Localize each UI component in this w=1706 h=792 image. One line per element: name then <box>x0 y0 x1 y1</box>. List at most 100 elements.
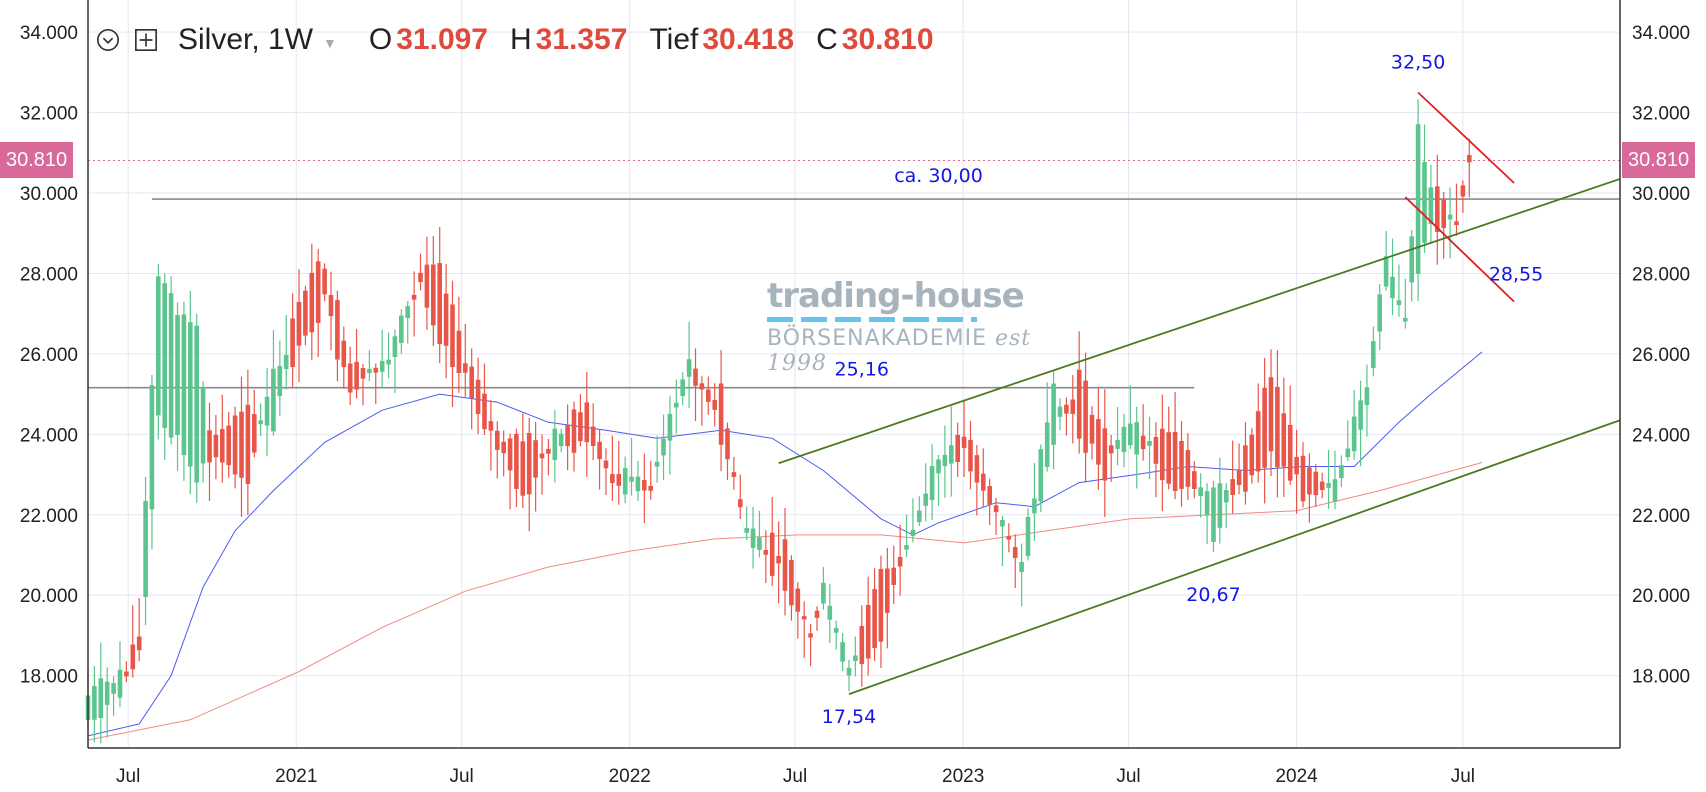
candle-body <box>1358 400 1363 430</box>
candle-body <box>207 430 212 463</box>
caret-down-icon[interactable]: ▼ <box>323 35 337 51</box>
candle-body <box>1006 536 1012 540</box>
x-tick-label: Jul <box>783 766 807 787</box>
chevron-down-circle-icon[interactable] <box>96 28 120 52</box>
candle-body <box>1000 520 1005 527</box>
candle-body <box>258 420 263 425</box>
candle-body <box>1415 124 1421 274</box>
candle-body <box>1422 162 1427 243</box>
candle-body <box>648 486 653 491</box>
candle-body <box>315 261 321 323</box>
candle-body <box>827 605 833 620</box>
candle-body <box>808 633 813 638</box>
candle-body <box>200 387 206 464</box>
candle-body <box>731 472 737 477</box>
candle-body <box>533 440 538 478</box>
candle-body <box>897 557 903 567</box>
candle-body <box>603 460 609 469</box>
candle-body <box>1447 214 1453 220</box>
candle-body <box>1140 435 1146 450</box>
candle-body <box>629 476 634 482</box>
price-annotation: 32,50 <box>1391 51 1445 73</box>
candle-body <box>699 383 705 390</box>
candle-body <box>1217 483 1223 528</box>
candle-body <box>264 396 270 426</box>
candle-body <box>725 428 730 460</box>
candle-body <box>846 667 852 676</box>
candle-body <box>1025 517 1031 556</box>
candle-body <box>277 365 283 397</box>
candle-body <box>878 568 884 642</box>
candle-body <box>1319 481 1325 490</box>
candle-body <box>1096 419 1101 465</box>
candle-body <box>616 474 622 486</box>
candle-body <box>872 589 877 648</box>
candle-body <box>936 459 941 474</box>
candle-body <box>1307 467 1312 495</box>
candle-body <box>718 383 724 445</box>
trendlines <box>778 91 1621 695</box>
candle-body <box>226 425 231 466</box>
candle-body <box>680 379 685 396</box>
candle-body <box>405 306 410 318</box>
candle-body <box>904 545 909 550</box>
candle-body <box>686 359 692 377</box>
y-tick-label-right: 24.000 <box>1632 425 1690 446</box>
candle-body <box>1441 199 1446 229</box>
candle-body <box>526 433 532 495</box>
candle-body <box>162 283 167 428</box>
candle-body <box>1070 399 1076 414</box>
channel-trendline <box>778 178 1621 465</box>
candle-body <box>674 402 679 408</box>
candle-body <box>98 678 104 718</box>
y-tick-label-left: 30.000 <box>20 184 78 205</box>
candle-body <box>514 434 519 489</box>
candle-body <box>1128 423 1133 446</box>
candle-body <box>437 263 442 345</box>
candle-body <box>891 567 896 585</box>
candle-body <box>1364 387 1370 405</box>
plus-square-icon[interactable] <box>134 28 158 52</box>
candle-body <box>546 448 551 454</box>
candle-body <box>865 605 871 659</box>
y-tick-label-left: 18.000 <box>20 667 78 688</box>
candle-body <box>1211 487 1216 542</box>
candle-body <box>1147 441 1152 446</box>
candle-body <box>507 438 513 471</box>
candle-body <box>1294 456 1299 475</box>
candle-body <box>929 466 935 500</box>
candle-body <box>974 455 980 483</box>
watermark-subtitle-text: BÖRSENAKADEMIE <box>767 326 987 351</box>
candle-body <box>367 368 372 374</box>
candle-body <box>443 293 449 346</box>
symbol-title[interactable]: Silver, 1W <box>178 23 314 56</box>
moving-averages <box>87 351 1483 741</box>
open-label: O <box>368 23 393 56</box>
price-annotation: 20,67 <box>1186 584 1240 606</box>
candle-body <box>290 318 295 368</box>
watermark-subtitle: BÖRSENAKADEMIE est 1998 <box>767 326 1067 376</box>
candle-body <box>1076 369 1082 439</box>
candle-body <box>309 272 315 333</box>
candle-body <box>782 539 788 591</box>
candle-body <box>328 295 334 317</box>
candle-body <box>750 528 756 548</box>
watermark-title: trading-house <box>767 276 1025 316</box>
candle-body <box>117 669 123 698</box>
candle-body <box>859 626 865 665</box>
grid <box>88 0 1620 748</box>
y-tick-label-right: 34.000 <box>1632 23 1690 44</box>
candle-body <box>475 379 481 414</box>
candle-body <box>814 610 820 618</box>
candle-body <box>1383 256 1389 287</box>
candle-body <box>482 393 487 430</box>
candle-body <box>130 644 136 670</box>
candle-body <box>1121 426 1127 452</box>
candle-body <box>111 683 116 694</box>
candle-body <box>1435 186 1440 232</box>
candle-body <box>104 681 110 705</box>
price-annotation: 25,16 <box>835 359 889 381</box>
candle-body <box>520 441 526 496</box>
